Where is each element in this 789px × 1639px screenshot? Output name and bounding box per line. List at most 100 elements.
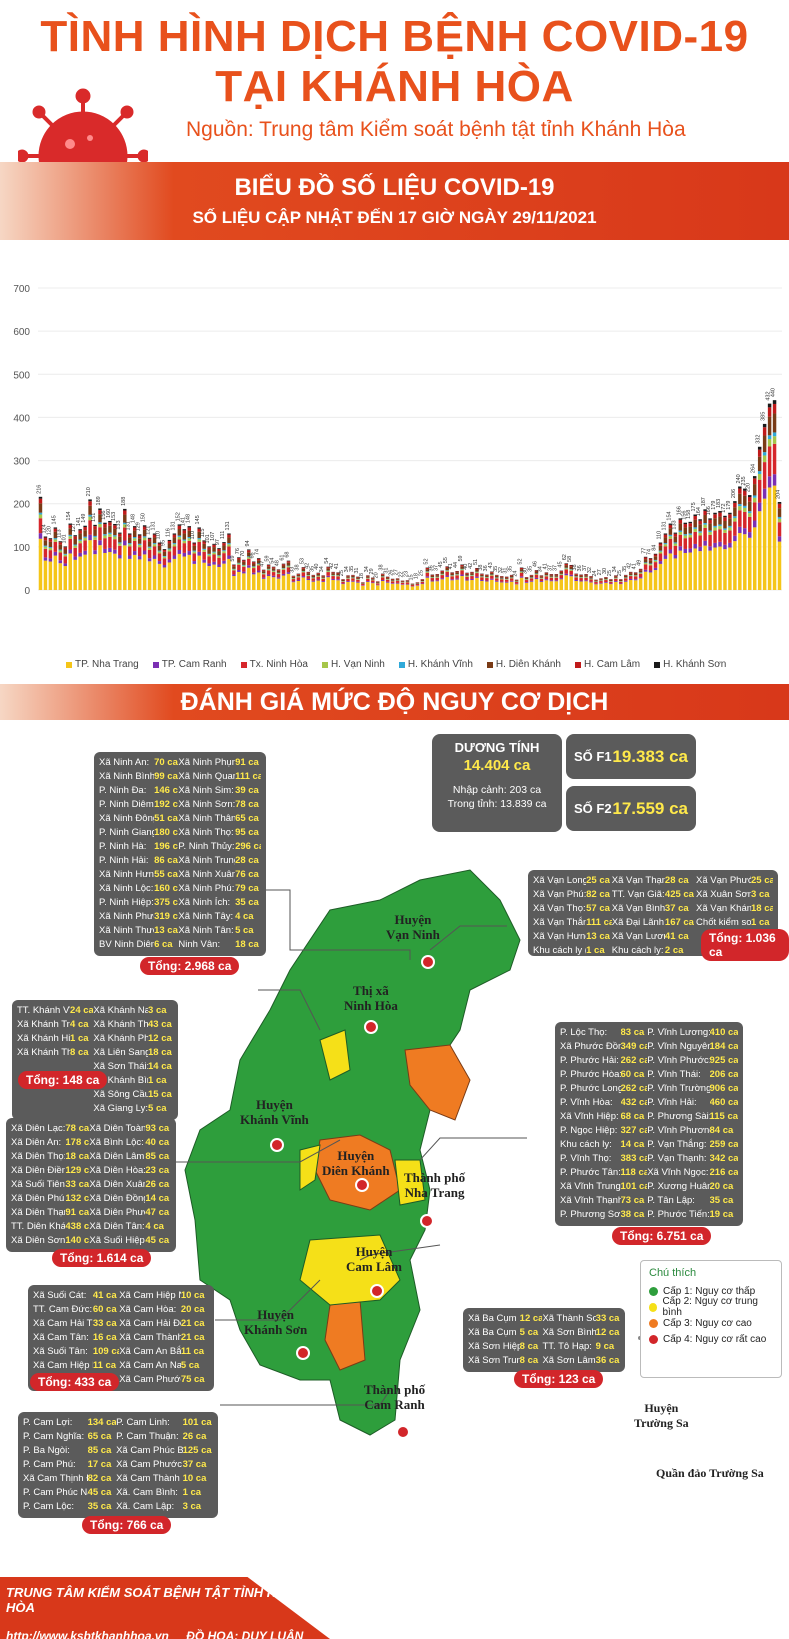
bar-segment	[38, 503, 43, 513]
ward-name: P. Ninh Hà:	[99, 841, 147, 852]
bar-segment	[281, 563, 286, 565]
bar-segment	[638, 572, 643, 574]
bar-segment	[247, 550, 251, 553]
case-count: 1 ca	[751, 917, 770, 928]
bar-segment	[569, 570, 573, 575]
bar-segment	[490, 571, 494, 573]
bar-segment	[152, 546, 157, 556]
bar-segment	[108, 536, 112, 548]
bar-segment	[68, 536, 72, 539]
bar-segment	[162, 549, 167, 550]
ward-name: Xã Ninh Bình:	[99, 771, 155, 782]
case-count: 75 ca	[180, 1374, 205, 1385]
bar-segment	[162, 556, 167, 559]
bar-segment	[326, 568, 330, 571]
ward-name: P. Vĩnh Phước:	[647, 1055, 710, 1066]
case-count: 33 ca	[92, 1318, 117, 1329]
case-count: 906 ca	[709, 1083, 738, 1094]
case-count: 15 ca	[148, 1089, 172, 1100]
bar-segment	[390, 579, 395, 581]
case-count: 12 ca	[148, 1033, 172, 1044]
box-row: P. Ngọc Hiệp:327 caP. Vĩnh Phương:84 ca	[560, 1124, 738, 1138]
bar-segment	[579, 578, 583, 581]
bar-segment	[232, 574, 236, 576]
ward-name: P. Vĩnh Phương:	[647, 1125, 710, 1136]
bar-total-label: 25	[339, 570, 345, 576]
bar-segment	[98, 527, 102, 541]
bar-segment	[638, 573, 643, 578]
bar-segment	[738, 486, 742, 489]
bar-segment	[380, 573, 385, 575]
bar-total-label: 61	[280, 555, 286, 561]
bar-segment	[549, 580, 554, 582]
bar-total-label: 148	[185, 514, 191, 523]
bar-segment	[628, 573, 633, 575]
bar-segment	[321, 578, 325, 582]
bar-segment	[604, 577, 608, 580]
bar-segment	[281, 573, 286, 576]
bar-segment	[604, 577, 608, 578]
bar-segment	[668, 536, 673, 539]
ward-name: Xã Diên Toàn:	[89, 1123, 146, 1134]
box-row: P. Phước Hòa: 60 ca P. Vĩnh Thái: 206 ca	[560, 1068, 738, 1082]
case-count: 41 ca	[664, 931, 689, 942]
case-count: 5 ca	[148, 1103, 167, 1114]
bar-segment	[276, 578, 281, 590]
bar-segment	[485, 578, 489, 581]
bar-segment	[643, 569, 648, 572]
bar-segment	[68, 538, 72, 550]
bar-segment	[326, 567, 330, 569]
bar-segment	[673, 543, 678, 546]
bar-total-label: 151	[91, 513, 97, 522]
bar-segment	[366, 576, 370, 578]
bar-segment	[286, 562, 291, 566]
bar-segment	[147, 546, 152, 548]
footer-org: TRUNG TÂM KIỂM SOÁT BỆNH TẬT TỈNH KHÁNH …	[6, 1585, 314, 1615]
ward-name: Chốt kiểm soát:	[696, 917, 752, 928]
bar-segment	[232, 569, 236, 571]
chart-banner-title: BIỂU ĐỒ SỐ LIỆU COVID-19	[234, 174, 555, 201]
bar-segment	[286, 565, 291, 567]
bar-segment	[619, 579, 623, 580]
bar-segment	[390, 583, 395, 590]
bar-segment	[252, 572, 256, 575]
bar-segment	[410, 586, 415, 590]
bar-segment	[63, 549, 68, 554]
bar-segment	[331, 576, 335, 579]
bar-segment	[544, 580, 549, 590]
case-count: 925 ca	[709, 1055, 738, 1066]
bar-segment	[38, 498, 43, 504]
bar-segment	[455, 574, 459, 576]
bar-segment	[544, 579, 549, 581]
footer-website[interactable]: http://www.ksbtkhanhhoa.vn	[6, 1629, 169, 1639]
bar-segment	[738, 488, 742, 494]
ward-name: Xã Diên Điền:	[11, 1165, 66, 1176]
bar-segment	[653, 554, 658, 557]
bar-segment	[346, 578, 350, 582]
bar-segment	[118, 545, 122, 555]
bar-segment	[38, 496, 43, 499]
bar-segment	[504, 582, 509, 590]
case-count: 10 ca	[182, 1473, 207, 1484]
case-count: 111 ca	[235, 771, 261, 782]
bar-segment	[103, 552, 107, 590]
bar-segment	[212, 547, 216, 552]
bar-segment	[728, 530, 732, 543]
legend-item: H. Vạn Ninh	[321, 659, 385, 670]
bar-total-label: 43	[488, 562, 494, 568]
case-count: 82 ca	[586, 889, 610, 900]
case-count: 65 ca	[87, 1431, 112, 1442]
bar-segment	[400, 582, 405, 585]
bar-segment	[222, 551, 226, 554]
bar-segment	[495, 575, 499, 578]
case-count: 91 ca	[235, 757, 259, 768]
bar-segment	[172, 558, 177, 590]
bar-segment	[470, 572, 474, 574]
bar-segment	[162, 558, 167, 565]
ward-name: P. Vĩnh Nguyên:	[647, 1041, 710, 1052]
bar-total-label: 36	[577, 565, 583, 571]
bar-segment	[266, 570, 271, 575]
bar-segment	[648, 572, 653, 590]
case-count: 460 ca	[709, 1097, 738, 1108]
bar-total-label: 70	[240, 551, 246, 557]
